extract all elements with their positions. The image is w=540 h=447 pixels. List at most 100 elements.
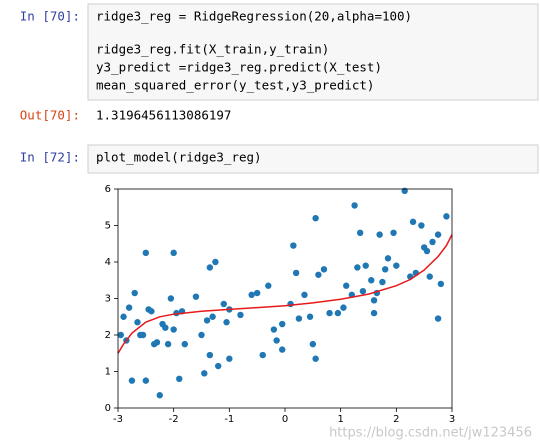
scatter-point (206, 264, 214, 271)
scatter-point (142, 249, 150, 257)
code-line: ridge3_reg = RidgeRegression(20,alpha=10… (96, 9, 412, 24)
scatter-point (290, 242, 297, 249)
code-cell[interactable] (87, 144, 539, 174)
scatter-point (279, 320, 286, 328)
x-tick-label: -3 (113, 414, 123, 425)
scatter-point (201, 370, 208, 377)
scatter-point (198, 331, 205, 339)
scatter-point (401, 187, 408, 195)
scatter-point (226, 355, 233, 362)
output-text: 1.3196456113086197 (96, 108, 231, 123)
scatter-point (181, 340, 188, 348)
y-tick-label: 3 (105, 294, 111, 305)
scatter-point (203, 317, 211, 324)
scatter-point (370, 297, 378, 304)
scatter-point (443, 213, 450, 220)
scatter-point (273, 337, 280, 344)
scatter-point (434, 231, 442, 238)
fit-line (117, 234, 453, 354)
scatter-point (134, 319, 141, 326)
scatter-point (320, 266, 328, 273)
in-prompt: In [70]: (20, 9, 80, 24)
scatter-point (120, 313, 127, 320)
scatter-point (315, 271, 322, 278)
scatter-point (356, 229, 364, 236)
scatter-point (206, 351, 214, 359)
out-prompt: Out[70]: (20, 108, 80, 123)
scatter-point (370, 309, 378, 317)
scatter-point (265, 282, 272, 289)
scatter-point (362, 262, 369, 269)
scatter-point (223, 319, 230, 326)
scatter-point (384, 255, 392, 262)
scatter-point (162, 324, 169, 331)
scatter-point (164, 340, 172, 348)
scatter-point (359, 288, 367, 295)
scatter-point (209, 313, 216, 320)
code-line: ridge3_reg.fit(X_train,y_train) (96, 42, 329, 57)
scatter-point (437, 280, 445, 288)
scatter-point (306, 313, 314, 320)
scatter-point (131, 289, 138, 297)
scatter-point (423, 247, 431, 255)
code-line: mean_squared_error(y_test,y3_predict) (96, 78, 374, 93)
in-prompt: In [72]: (20, 150, 80, 165)
x-tick-label: -2 (169, 414, 179, 425)
x-tick-label: -1 (224, 414, 234, 425)
scatter-point (326, 309, 333, 317)
scatter-point (248, 291, 255, 299)
scatter-point (117, 331, 124, 339)
y-tick-label: 0 (105, 403, 111, 414)
scatter-point (176, 375, 183, 382)
scatter-point (259, 351, 266, 359)
scatter-point (368, 277, 375, 284)
y-tick-label: 4 (105, 257, 111, 268)
scatter-point (390, 229, 397, 236)
scatter-point (312, 215, 319, 222)
code-line: y3_predict =ridge3_reg.predict(X_test) (96, 60, 382, 75)
scatter-point (270, 326, 278, 333)
y-tick-label: 6 (105, 184, 111, 195)
scatter-point (376, 231, 383, 238)
scatter-point (301, 291, 308, 299)
scatter-point (215, 362, 222, 370)
scatter-point (142, 377, 150, 384)
x-tick-label: 2 (393, 414, 399, 425)
scatter-point (379, 278, 386, 286)
scatter-point (287, 300, 294, 308)
scatter-point (393, 262, 400, 269)
scatter-point (292, 269, 300, 277)
scatter-point (253, 289, 261, 297)
scatter-point (426, 273, 433, 280)
watermark: https://blog.csdn.net/jw123456 (329, 426, 532, 441)
scatter-point (167, 295, 175, 302)
code-line: plot_model(ridge3_reg) (96, 150, 262, 165)
x-tick-label: 0 (282, 414, 288, 425)
y-tick-label: 5 (105, 221, 111, 232)
scatter-point (148, 308, 155, 315)
scatter-point (125, 304, 133, 311)
scatter-point (312, 355, 319, 362)
scatter-point (382, 266, 389, 273)
scatter-point (295, 315, 303, 322)
scatter-point (156, 392, 163, 399)
code-cell[interactable] (87, 3, 539, 101)
scatter-point (418, 222, 425, 229)
scatter-point (340, 304, 347, 311)
scatter-point (170, 326, 177, 333)
scatter-point (237, 311, 244, 319)
scatter-point (128, 377, 136, 384)
scatter-point (220, 300, 227, 308)
scatter-point (153, 339, 161, 346)
scatter-point (170, 249, 177, 257)
scatter-point (139, 331, 147, 339)
scatter-point (434, 315, 442, 322)
scatter-point (309, 340, 317, 348)
x-tick-label: 3 (449, 414, 455, 425)
scatter-point (279, 346, 286, 353)
scatter-point (192, 293, 200, 300)
scatter-point (354, 264, 361, 271)
scatter-point (409, 218, 417, 226)
